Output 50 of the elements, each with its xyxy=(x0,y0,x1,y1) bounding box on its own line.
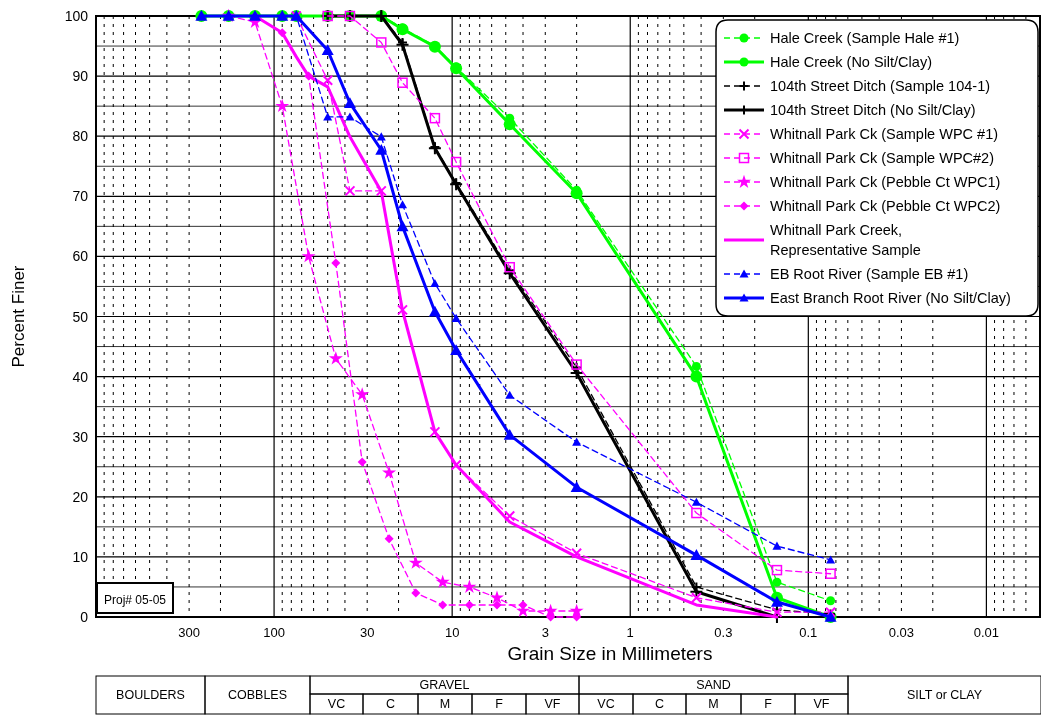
y-tick-label: 60 xyxy=(72,248,89,265)
x-tick-label: 100 xyxy=(263,625,285,640)
legend-label: Whitnall Park Ck (Sample WPC#2) xyxy=(770,150,994,166)
x-tick-label: 300 xyxy=(178,625,200,640)
text: VF xyxy=(813,697,830,711)
legend-label: EB Root River (Sample EB #1) xyxy=(770,266,969,282)
y-tick-label: 30 xyxy=(72,428,89,445)
text: M xyxy=(439,697,451,711)
x-tick-label: 3 xyxy=(541,625,549,640)
legend-label: 104th Street Ditch (No Silt/Clay) xyxy=(770,102,976,118)
x-tick-label: 0.3 xyxy=(714,625,733,640)
y-axis-title: Percent Finer xyxy=(9,265,28,368)
text: VC xyxy=(327,697,346,711)
x-tick-label: 1 xyxy=(626,625,634,640)
text: M xyxy=(708,697,719,711)
legend-label: East Branch Root River (No Silt/Clay) xyxy=(770,290,1011,306)
legend-label: Whitnall Park Creek, Representative Sample xyxy=(770,222,921,258)
y-tick-label: 0 xyxy=(80,609,89,625)
x-tick-label: 0.01 xyxy=(973,625,1000,640)
text: GRAVEL xyxy=(419,678,470,692)
legend-label: Hale Creek (Sample Hale #1) xyxy=(770,30,960,46)
x-tick-label: 10 xyxy=(444,625,460,640)
x-tick-label: 0.03 xyxy=(888,625,915,640)
text: BOULDERS xyxy=(116,688,185,702)
text: VC xyxy=(597,697,615,711)
y-tick-label: 20 xyxy=(72,488,89,505)
annotation: Proj# 05-05 xyxy=(103,593,167,607)
text: SILT or CLAY xyxy=(906,688,983,702)
text: VF xyxy=(544,697,561,711)
y-tick-label: 50 xyxy=(72,308,89,325)
x-tick-label: 30 xyxy=(359,625,375,640)
text: SAND xyxy=(696,678,731,692)
x-axis-title: Grain Size in Millimeters xyxy=(507,643,713,664)
y-tick-label: 80 xyxy=(72,128,89,145)
y-tick-label: 100 xyxy=(64,8,89,24)
x-tick-label: 0.1 xyxy=(799,625,818,640)
text: F xyxy=(764,697,773,711)
y-tick-label: 10 xyxy=(72,548,89,565)
y-tick-label: 70 xyxy=(72,188,89,205)
legend-label: Hale Creek (No Silt/Clay) xyxy=(770,54,932,70)
y-tick-label: 40 xyxy=(72,368,89,385)
y-tick-label: 90 xyxy=(72,68,89,85)
legend-label: Whitnall Park Ck (Pebble Ct WPC1) xyxy=(770,174,1001,190)
legend-label: Whitnall Park Ck (Pebble Ct WPC2) xyxy=(770,198,1001,214)
text: F xyxy=(495,697,504,711)
legend-label: 104th Street Ditch (Sample 104-1) xyxy=(770,78,991,94)
text: COBBLES xyxy=(227,688,288,702)
text: C xyxy=(385,697,396,711)
text: C xyxy=(654,697,665,711)
legend-label: Whitnall Park Ck (Sample WPC #1) xyxy=(770,126,999,142)
